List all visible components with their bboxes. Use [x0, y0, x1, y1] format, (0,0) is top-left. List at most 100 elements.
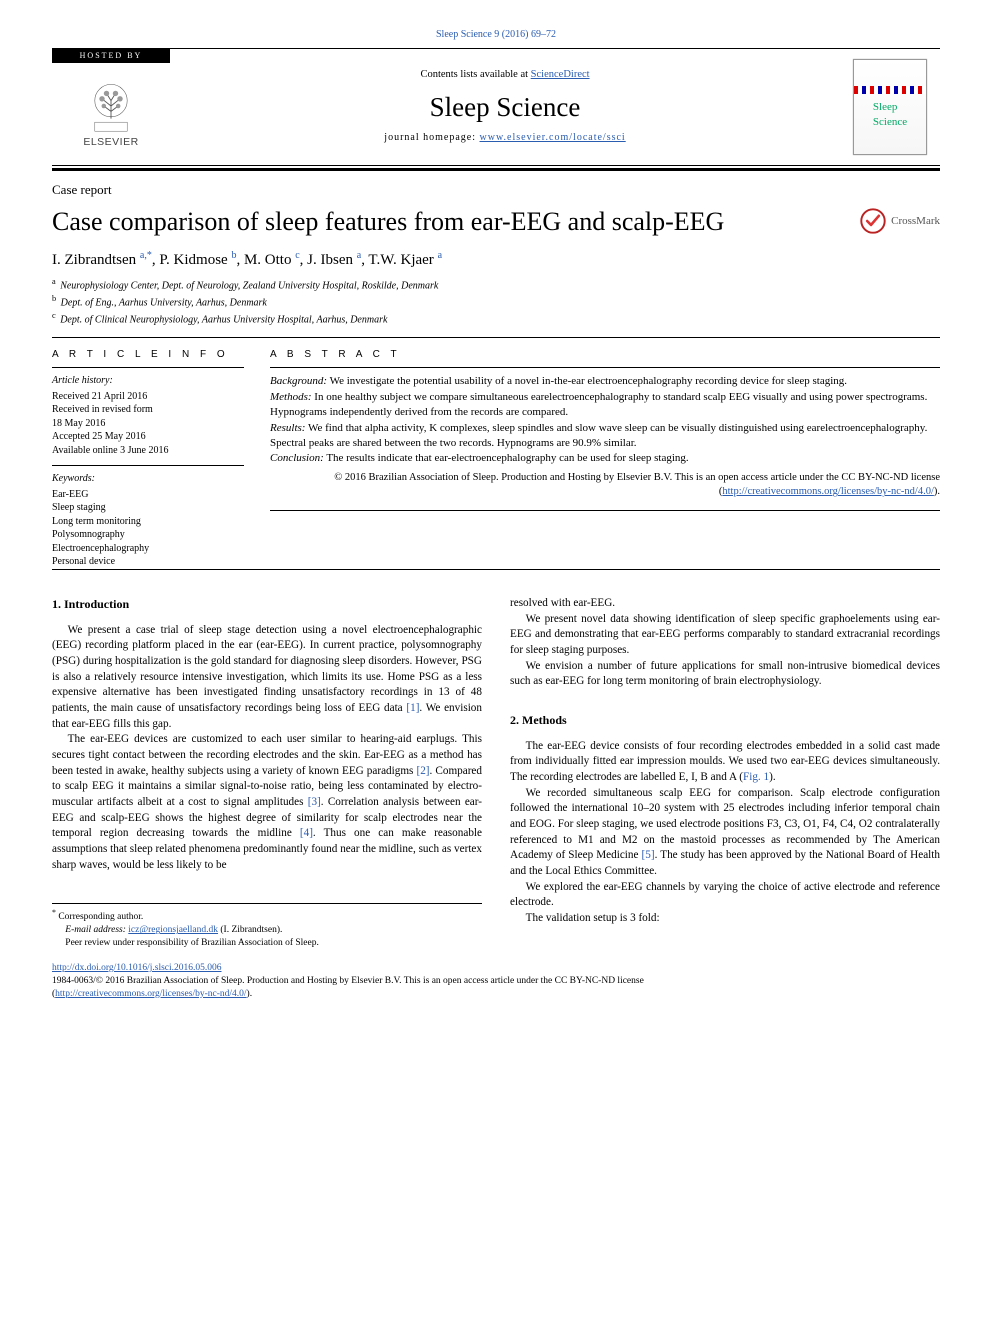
journal-name: Sleep Science	[170, 89, 840, 125]
info-bottom-rule	[52, 569, 940, 570]
corresponding-author-text: Corresponding author.	[58, 913, 143, 923]
abstract-results-label: Results:	[270, 422, 305, 434]
author-1-aff: a,	[140, 250, 147, 261]
header-center: Contents lists available at ScienceDirec…	[170, 49, 840, 165]
author-5: , T.W. Kjaer	[361, 252, 434, 268]
author-1: I. Zibrandtsen	[52, 252, 136, 268]
abstract-methods: Methods: In one healthy subject we compa…	[270, 390, 940, 421]
author-3: , M. Otto	[236, 252, 291, 268]
intro-p1-text: We present a case trial of sleep stage d…	[52, 624, 482, 714]
abstract-background-text: We investigate the potential usability o…	[327, 375, 847, 387]
affiliation-c-text: Dept. of Clinical Neurophysiology, Aarhu…	[60, 314, 387, 325]
info-abstract-row: A R T I C L E I N F O Article history: R…	[52, 348, 940, 569]
history-line: Accepted 25 May 2016	[52, 430, 244, 444]
cover-stripe-icon	[854, 86, 926, 94]
col2-paragraph-1: resolved with ear-EEG.	[510, 596, 940, 612]
ref-4[interactable]: [4]	[300, 827, 313, 839]
doi-line: http://dx.doi.org/10.1016/j.slsci.2016.0…	[52, 962, 940, 975]
article-info-column: A R T I C L E I N F O Article history: R…	[52, 348, 244, 569]
col2-paragraph-2: We present novel data showing identifica…	[510, 612, 940, 659]
email-line: E-mail address: icz@regionsjaelland.dk (…	[65, 924, 482, 937]
elsevier-wordmark: ELSEVIER	[83, 135, 138, 149]
section-heading-introduction: 1. Introduction	[52, 596, 482, 613]
keyword: Polysomnography	[52, 528, 244, 542]
ref-5[interactable]: [5]	[642, 849, 655, 861]
journal-header-box: HOSTED BY ELSEVIER Contents lists availa…	[52, 48, 940, 166]
abstract-background-label: Background:	[270, 375, 327, 387]
history-label: Article history:	[52, 374, 244, 388]
top-citation: Sleep Science 9 (2016) 69–72	[52, 28, 940, 42]
footer-cc-link[interactable]: http://creativecommons.org/licenses/by-n…	[55, 989, 246, 999]
fig-1-ref[interactable]: Fig. 1	[743, 771, 769, 783]
elsevier-logo: ELSEVIER	[52, 63, 170, 164]
section-heading-methods: 2. Methods	[510, 712, 940, 729]
hosted-by-badge: HOSTED BY	[52, 49, 170, 64]
journal-homepage-line: journal homepage: www.elsevier.com/locat…	[170, 131, 840, 145]
journal-cover-thumb: Sleep Science	[853, 59, 927, 155]
homepage-label: journal homepage:	[384, 132, 479, 143]
article-history: Received 21 April 2016 Received in revis…	[52, 390, 244, 458]
body-two-column: 1. Introduction We present a case trial …	[52, 596, 940, 950]
keyword: Ear-EEG	[52, 488, 244, 502]
corresponding-author: * Corresponding author.	[52, 908, 482, 924]
crossmark-icon	[860, 208, 886, 234]
doi-link[interactable]: http://dx.doi.org/10.1016/j.slsci.2016.0…	[52, 963, 222, 973]
crossmark-badge[interactable]: CrossMark	[860, 208, 940, 234]
cc-license-link[interactable]: http://creativecommons.org/licenses/by-n…	[722, 486, 934, 497]
contents-available-line: Contents lists available at ScienceDirec…	[170, 68, 840, 82]
sciencedirect-link[interactable]: ScienceDirect	[531, 69, 590, 80]
publisher-block: HOSTED BY ELSEVIER	[52, 49, 170, 165]
journal-cover-thumb-wrap: Sleep Science	[840, 49, 940, 165]
keyword: Personal device	[52, 555, 244, 569]
abstract-results: Results: We find that alpha activity, K …	[270, 421, 940, 452]
elsevier-tree-icon	[84, 79, 138, 133]
methods-paragraph-3: We explored the ear-EEG channels by vary…	[510, 880, 940, 911]
keyword: Sleep staging	[52, 501, 244, 515]
keyword: Long term monitoring	[52, 515, 244, 529]
email-label: E-mail address:	[65, 925, 128, 935]
intro-paragraph-2: The ear-EEG devices are customized to ea…	[52, 732, 482, 873]
affiliation-b: b Dept. of Eng., Aarhus University, Aarh…	[52, 293, 940, 310]
footer-cc-close: ).	[247, 989, 253, 999]
info-rule-2	[52, 465, 244, 466]
abstract-body: Background: We investigate the potential…	[270, 374, 940, 500]
affiliation-a: a Neurophysiology Center, Dept. of Neuro…	[52, 276, 940, 293]
affiliation-b-text: Dept. of Eng., Aarhus University, Aarhus…	[61, 298, 267, 309]
peer-review-note: Peer review under responsibility of Braz…	[65, 937, 482, 950]
affiliation-a-text: Neurophysiology Center, Dept. of Neurolo…	[60, 281, 438, 292]
author-2: , P. Kidmose	[152, 252, 228, 268]
author-list: I. Zibrandtsen a,*, P. Kidmose b, M. Ott…	[52, 249, 940, 270]
cc-close: ).	[934, 486, 940, 497]
abstract-copyright: © 2016 Brazilian Association of Sleep. P…	[270, 471, 940, 500]
abstract-conclusion-label: Conclusion:	[270, 452, 324, 464]
history-line: Received 21 April 2016	[52, 390, 244, 404]
crossmark-label: CrossMark	[891, 214, 940, 229]
footnotes-block: * Corresponding author. E-mail address: …	[52, 903, 482, 950]
m-p1a: The ear-EEG device consists of four reco…	[510, 740, 940, 783]
issn-text: 1984-0063/© 2016 Brazilian Association o…	[52, 976, 644, 986]
body-column-left: 1. Introduction We present a case trial …	[52, 596, 482, 950]
abstract-rule	[270, 367, 940, 368]
author-5-aff: a	[438, 250, 442, 261]
abstract-column: A B S T R A C T Background: We investiga…	[270, 348, 940, 569]
cover-title-text: Sleep Science	[873, 100, 907, 130]
keyword: Electroencephalography	[52, 542, 244, 556]
journal-homepage-link[interactable]: www.elsevier.com/locate/ssci	[480, 132, 626, 143]
history-line: Available online 3 June 2016	[52, 444, 244, 458]
ref-3[interactable]: [3]	[308, 796, 321, 808]
abstract-methods-label: Methods:	[270, 391, 312, 403]
intro-paragraph-1: We present a case trial of sleep stage d…	[52, 623, 482, 733]
article-type: Case report	[52, 181, 940, 199]
keywords-label: Keywords:	[52, 472, 244, 486]
corresponding-email-link[interactable]: icz@regionsjaelland.dk	[128, 925, 218, 935]
abstract-conclusion: Conclusion: The results indicate that ea…	[270, 451, 940, 466]
author-4: , J. Ibsen	[300, 252, 353, 268]
info-rule	[52, 367, 244, 368]
pre-abstract-rule	[52, 337, 940, 338]
abstract-results-text: We find that alpha activity, K complexes…	[270, 422, 927, 449]
article-title: Case comparison of sleep features from e…	[52, 204, 846, 239]
methods-paragraph-4: The validation setup is 3 fold:	[510, 911, 940, 927]
footer-license-line: 1984-0063/© 2016 Brazilian Association o…	[52, 975, 940, 1001]
ref-1[interactable]: [1]	[406, 702, 419, 714]
ref-2[interactable]: [2]	[416, 765, 429, 777]
